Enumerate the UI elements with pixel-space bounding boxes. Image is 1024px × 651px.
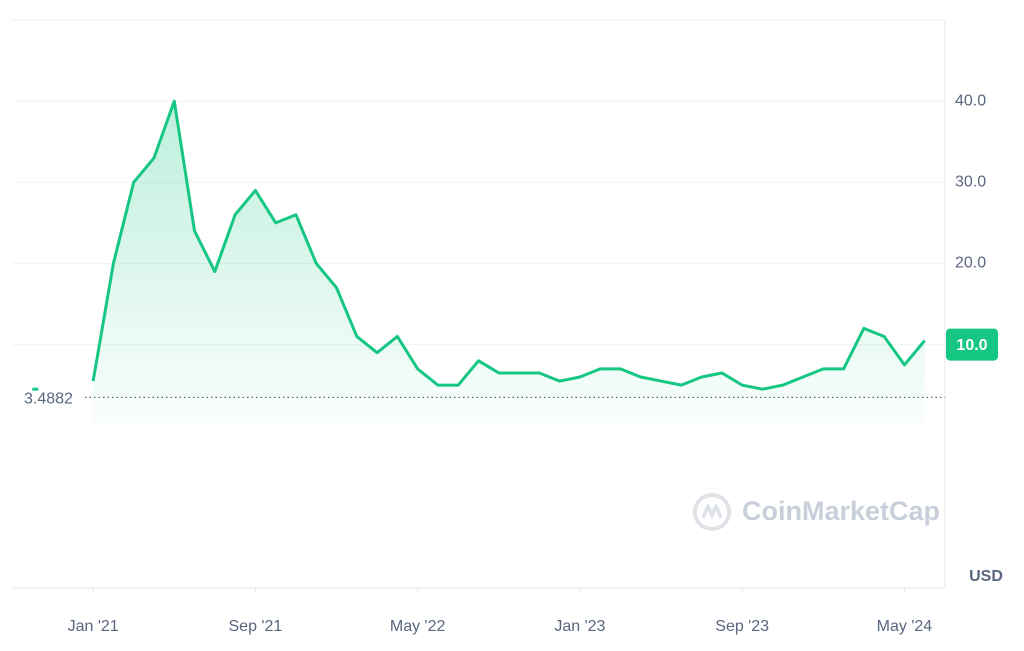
x-tick-label: May '24 <box>877 618 933 635</box>
currency-label: USD <box>969 568 1003 585</box>
x-tick-label: Sep '21 <box>229 618 283 635</box>
watermark-logo <box>693 493 731 531</box>
last-price-label: 10.0 <box>956 337 987 354</box>
x-tick-label: Sep '23 <box>715 618 769 635</box>
last-price-box <box>946 328 998 361</box>
y-tick-label: 40.0 <box>955 92 986 109</box>
x-tick-label: May '22 <box>390 618 446 635</box>
y-tick-label: 30.0 <box>955 174 986 191</box>
watermark: CoinMarketCap <box>742 496 940 526</box>
area <box>93 101 925 426</box>
x-tick-label: Jan '21 <box>68 618 119 635</box>
price-line <box>91 99 926 391</box>
x-tick-label: Jan '23 <box>554 618 605 635</box>
reference-label: 3.4882 <box>24 391 73 408</box>
y-tick-label: 20.0 <box>955 255 986 272</box>
